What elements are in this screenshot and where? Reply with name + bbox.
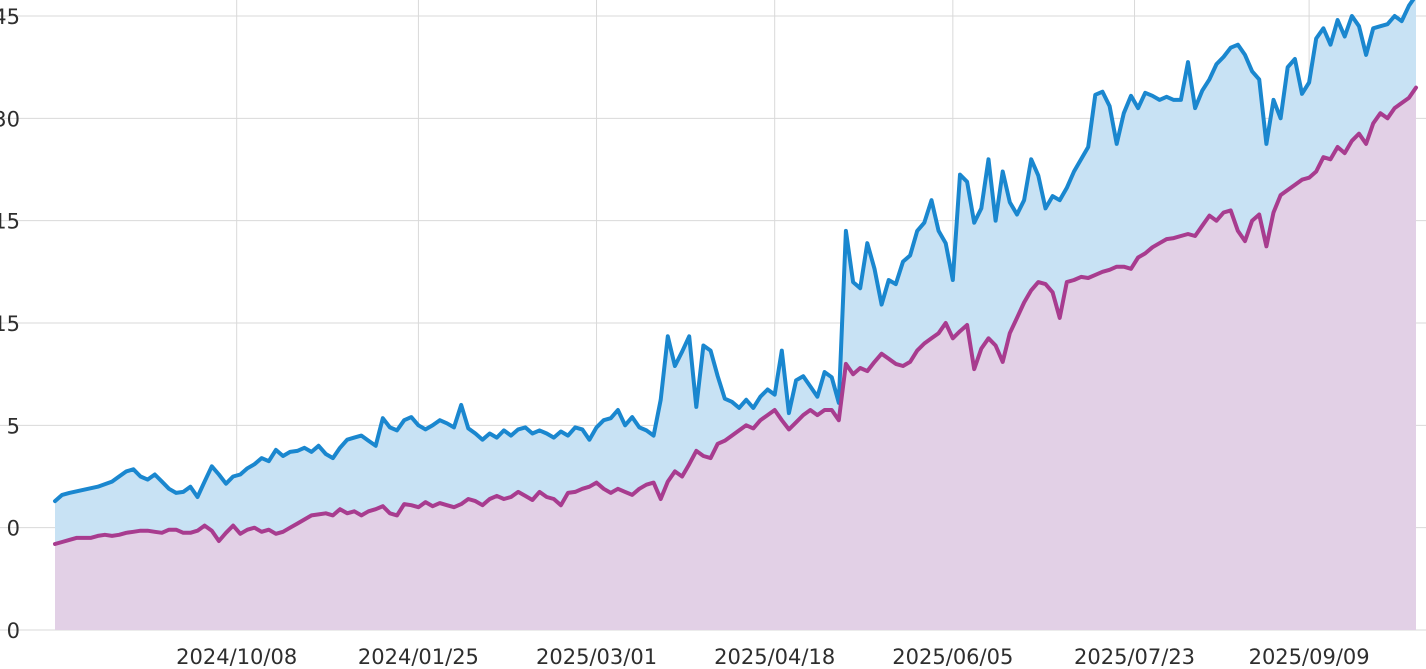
y-tick-label: 45 — [0, 5, 20, 29]
x-tick-label: 2025/06/05 — [892, 645, 1013, 669]
y-axis-tick-labels: 0 0 5 15 15 30 45 — [0, 5, 20, 643]
series-areas — [55, 0, 1416, 631]
series-1-line — [53, 0, 1416, 504]
x-tick-label: 2025/07/23 — [1074, 645, 1195, 669]
x-axis-tick-labels: 2024/10/08 2024/01/25 2025/03/01 2025/04/18… — [176, 645, 1369, 669]
y-tick-label: 30 — [0, 107, 20, 131]
x-tick-label: 2025/09/09 — [1249, 645, 1370, 669]
y-tick-label: 15 — [0, 210, 20, 234]
x-tick-label: 2024/10/08 — [176, 645, 297, 669]
series-2-area — [55, 87, 1416, 631]
y-tick-label: 5 — [7, 414, 20, 438]
x-tick-label: 2025/03/01 — [536, 645, 657, 669]
x-tick-label: 2024/01/25 — [358, 645, 479, 669]
x-tick-label: 2025/04/18 — [714, 645, 835, 669]
series-lines — [53, 0, 1418, 546]
y-tick-label: 0 — [7, 517, 20, 541]
y-tick-label: 0 — [7, 619, 20, 643]
series-2-line — [53, 85, 1418, 546]
y-tick-label: 15 — [0, 312, 20, 336]
